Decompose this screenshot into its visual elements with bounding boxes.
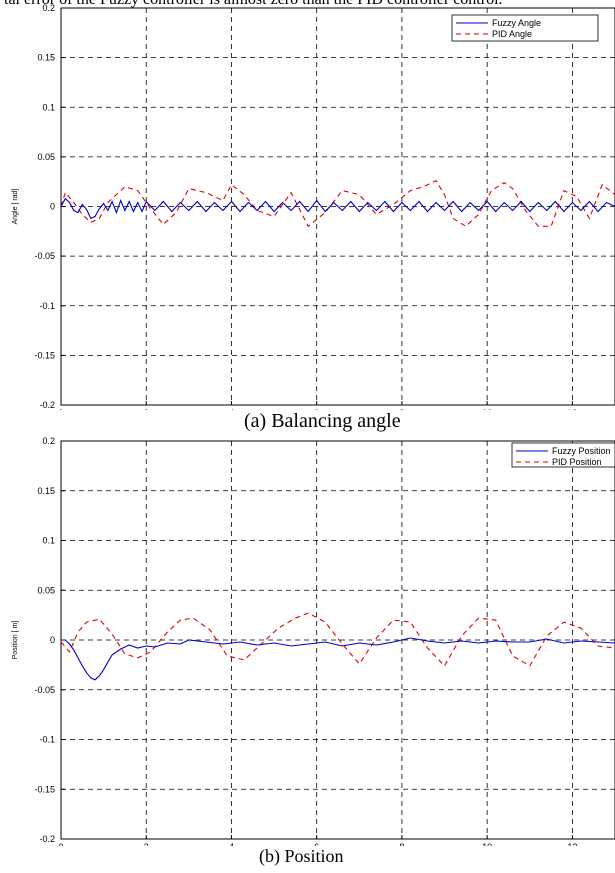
charta-y-tick-label: 0.1 bbox=[42, 102, 55, 112]
charta-y-axis-label: Angle [ rad] bbox=[12, 189, 19, 225]
charta-x-tick-label: 2 bbox=[144, 408, 149, 410]
chartb-y-axis-label: Position [ m] bbox=[12, 621, 19, 660]
charta-y-tick-label: -0.1 bbox=[39, 301, 55, 311]
chartb-legend-label-1: PID Position bbox=[552, 457, 602, 467]
chartb-y-tick-label: 0.05 bbox=[37, 585, 55, 595]
charta-legend-label-0: Fuzzy Angle bbox=[492, 18, 541, 28]
top-text-fragment: tal error of the Fuzzy controller is alm… bbox=[4, 0, 503, 9]
charta-y-tick-label: 0.2 bbox=[42, 3, 55, 13]
charta-y-tick-label: -0.2 bbox=[39, 400, 55, 410]
charta-y-tick-label: 0.15 bbox=[37, 53, 55, 63]
chartb-x-tick-label: 2 bbox=[144, 842, 149, 846]
chartb-y-tick-label: -0.15 bbox=[34, 784, 55, 794]
chartb-y-tick-label: -0.1 bbox=[39, 735, 55, 745]
chartb-legend-label-0: Fuzzy Position bbox=[552, 446, 611, 456]
charta-series-pid-angle-line bbox=[61, 179, 615, 228]
charta-legend-label-1: PID Angle bbox=[492, 29, 532, 39]
charta-legend-box bbox=[451, 14, 599, 42]
charta-x-tick-label: 4 bbox=[229, 408, 234, 410]
charta-x-tick-label: 10 bbox=[482, 408, 492, 410]
charta-y-tick-label: -0.15 bbox=[34, 350, 55, 360]
caption-balancing-angle: (a) Balancing angle bbox=[244, 410, 401, 432]
chartb-y-tick-label: -0.2 bbox=[39, 834, 55, 844]
charta-y-tick-label: 0.05 bbox=[37, 152, 55, 162]
chartb-x-tick-label: 10 bbox=[482, 842, 492, 846]
chartb-y-tick-label: -0.05 bbox=[34, 685, 55, 695]
charta-x-tick-label: 8 bbox=[399, 408, 404, 410]
chartb-series-pid-position-line bbox=[61, 612, 615, 667]
chartb-y-tick-label: 0.1 bbox=[42, 536, 55, 546]
charta-y-tick-label: 0 bbox=[50, 202, 55, 212]
chartb-y-tick-label: 0.15 bbox=[37, 486, 55, 496]
chartb-series-fuzzy-position-line bbox=[61, 637, 615, 681]
charta-series-fuzzy-angle-line bbox=[61, 197, 615, 220]
charta-y-tick-label: -0.05 bbox=[34, 251, 55, 261]
chartb-y-tick-label: 0 bbox=[50, 635, 55, 645]
chartb-y-tick-label: 0.2 bbox=[42, 436, 55, 446]
charta-x-tick-label: 6 bbox=[314, 408, 319, 410]
caption-position: (b) Position bbox=[259, 846, 344, 866]
chartb-x-tick-label: 12 bbox=[567, 842, 577, 846]
chartb-x-tick-label: 6 bbox=[314, 842, 319, 846]
chartb-x-tick-label: 8 bbox=[399, 842, 404, 846]
balancing-angle-chart: 0 2 4 6 8 10 12 -0.2 -0.15 -0.1 -0.05 0 0.05 0.1 0.15 0… bbox=[12, 3, 615, 410]
position-chart: 0 2 4 6 8 10 12 -0.2 -0.15 -0.1 -0.05 0 0.05 0.1 0.15 0… bbox=[12, 436, 615, 846]
charta-x-tick-label: 0 bbox=[58, 408, 63, 410]
chartb-legend-box bbox=[511, 442, 615, 468]
charta-x-tick-label: 12 bbox=[567, 408, 577, 410]
chartb-x-tick-label: 4 bbox=[229, 842, 234, 846]
chartb-x-tick-label: 0 bbox=[58, 842, 63, 846]
